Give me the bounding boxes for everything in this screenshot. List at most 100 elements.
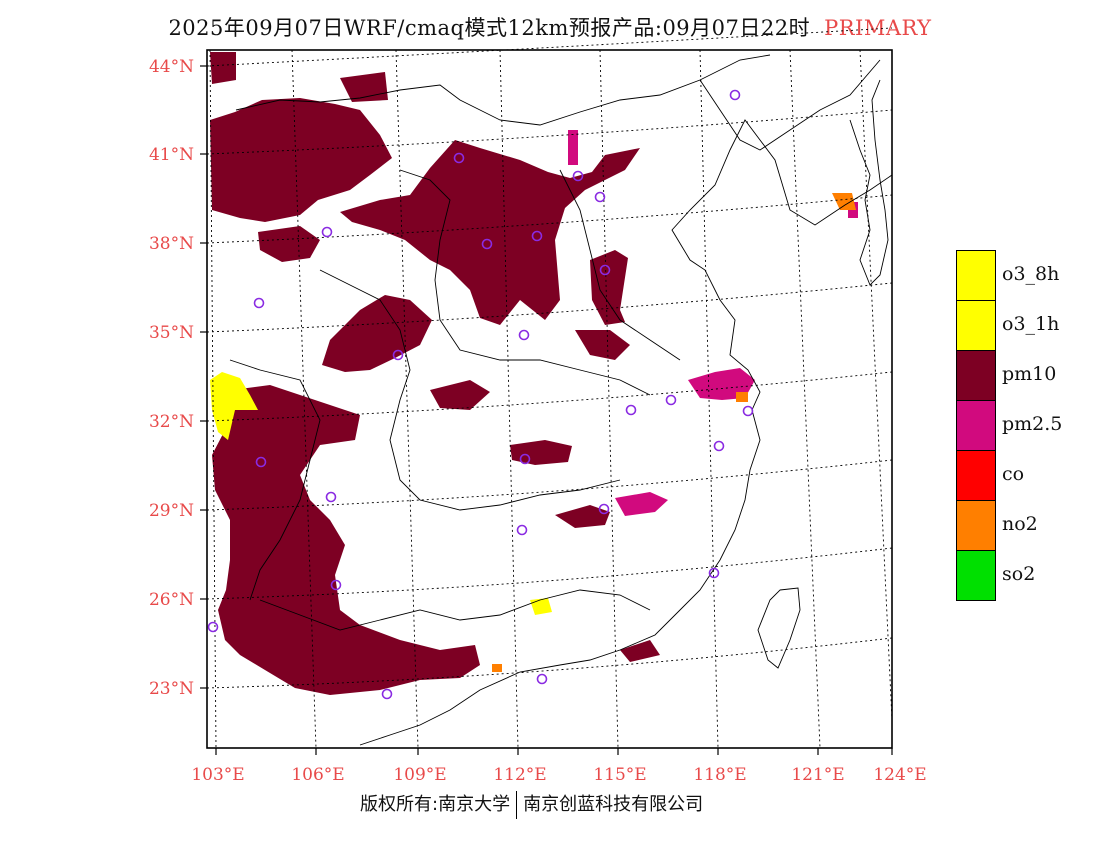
city-marker: [518, 329, 530, 341]
pm10-region-hunan: [510, 440, 572, 465]
o3-region-guangdong: [530, 598, 552, 615]
city-marker: [321, 226, 333, 238]
lon-label: 124°E: [873, 765, 926, 785]
graticule-lon-121: [789, 49, 821, 749]
legend-label: co: [1002, 463, 1025, 485]
city-marker: [708, 567, 720, 579]
city-markers: [207, 89, 754, 700]
title-text: 2025年09月07日WRF/cmaq模式12km预报产品:09月07日22时: [168, 16, 811, 40]
legend-label: pm10: [1002, 363, 1057, 385]
graticule-lon-118: [699, 49, 719, 749]
footer-left: 版权所有:南京大学: [360, 794, 511, 815]
city-marker: [729, 89, 741, 101]
city-marker: [572, 170, 584, 182]
korea-outline: [849, 79, 889, 286]
footer-right: 南京创蓝科技有限公司: [523, 794, 704, 815]
city-marker: [531, 230, 543, 242]
lon-label: 112°E: [493, 765, 546, 785]
no2-region-guangxi: [492, 664, 502, 672]
city-marker: [481, 238, 493, 250]
pm25-north: [568, 130, 578, 165]
graticule-lon-115: [599, 49, 619, 749]
pm25-jiangxi: [615, 492, 668, 516]
lon-label: 118°E: [693, 765, 746, 785]
legend-label: so2: [1002, 563, 1036, 585]
border-central: [319, 269, 621, 511]
pm10-region-yangtze: [430, 380, 490, 410]
city-marker: [253, 297, 265, 309]
city-marker: [255, 456, 267, 468]
no2-region-korea: [832, 193, 856, 210]
lon-labels: 103°E 106°E 109°E 112°E 115°E 118°E 121°…: [191, 765, 926, 785]
pm10-region-hebei-strip: [590, 250, 628, 325]
legend-swatch: [956, 300, 996, 351]
lon-label: 115°E: [593, 765, 646, 785]
graticule-lon-112: [499, 49, 519, 749]
map-frame: [206, 49, 893, 749]
border-south: [259, 589, 651, 631]
city-marker: [381, 688, 393, 700]
lat-label: 26°N: [149, 590, 194, 610]
pm10-region-south-east: [555, 505, 610, 528]
city-marker: [453, 152, 465, 164]
city-marker: [207, 621, 219, 633]
taiwan-outline: [757, 587, 801, 669]
pm10-region-north-2: [210, 52, 236, 84]
lon-label: 121°E: [791, 765, 844, 785]
city-marker: [392, 349, 404, 361]
legend-swatch: [956, 450, 996, 501]
title-primary-tag: PRIMARY: [824, 16, 932, 40]
city-marker: [516, 524, 528, 536]
legend-label: no2: [1002, 513, 1038, 535]
graticule-lon-109: [395, 49, 419, 749]
lat-label: 32°N: [149, 412, 194, 432]
city-marker: [713, 440, 725, 452]
city-marker: [625, 404, 637, 416]
lat-label: 35°N: [149, 323, 194, 343]
legend-label: o3_8h: [1002, 263, 1060, 285]
legend-swatch: [956, 550, 996, 601]
o3-region-west: [210, 372, 258, 440]
pm10-region-sichuan: [212, 385, 480, 695]
map-title: 2025年09月07日WRF/cmaq模式12km预报产品:09月07日22时 P…: [0, 12, 1100, 42]
lat-labels: 44°N 41°N 38°N 35°N 32°N 29°N 26°N 23°N: [149, 57, 194, 699]
pm10-region-mid: [322, 295, 432, 372]
lat-label: 38°N: [149, 234, 194, 254]
legend-label: o3_1h: [1002, 313, 1060, 335]
axis-ticks: [200, 65, 893, 755]
pm10-region-west-loess: [258, 226, 320, 262]
border-sichuan: [229, 359, 321, 601]
lon-label: 103°E: [191, 765, 244, 785]
graticule-lon-124: [859, 49, 893, 721]
legend-swatch: [956, 400, 996, 451]
border-east: [559, 169, 681, 361]
city-marker: [599, 264, 611, 276]
lon-label: 106°E: [291, 765, 344, 785]
legend-swatch: [956, 350, 996, 401]
no2-region-shanghai: [736, 392, 748, 402]
legend-label: pm2.5: [1002, 413, 1063, 435]
city-marker: [536, 673, 548, 685]
copyright-footer: 版权所有:南京大学 南京创蓝科技有限公司: [360, 790, 703, 819]
lat-label: 29°N: [149, 501, 194, 521]
coastline: [359, 119, 893, 746]
lat-label: 23°N: [149, 679, 194, 699]
lat-label: 44°N: [149, 57, 194, 77]
lon-label: 109°E: [393, 765, 446, 785]
graticule: [206, 27, 893, 749]
pm10-region-north: [210, 98, 392, 222]
city-marker: [665, 394, 677, 406]
city-marker: [742, 405, 754, 417]
border-loess: [399, 169, 651, 396]
legend-swatch: [956, 250, 996, 301]
city-marker: [598, 503, 610, 515]
border-inner-mongolia: [235, 54, 771, 126]
city-marker: [519, 453, 531, 465]
province-boundaries: [229, 54, 893, 746]
pm10-region-central: [340, 140, 640, 325]
footer-separator: [516, 791, 518, 819]
graticule-lon-106: [291, 49, 317, 749]
city-marker: [594, 191, 606, 203]
lat-label: 41°N: [149, 145, 194, 165]
